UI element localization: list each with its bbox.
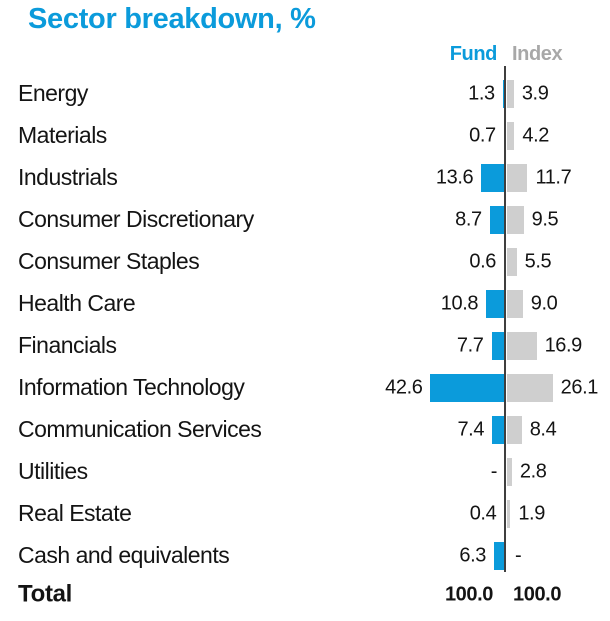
fund-value-label: 0.6 [469, 250, 496, 273]
category-label: Communication Services [18, 416, 262, 443]
index-value-label: - [515, 544, 522, 567]
fund-bar [491, 331, 505, 360]
index-bar [507, 416, 522, 445]
category-label: Consumer Discretionary [18, 205, 254, 232]
index-value-label: 1.9 [518, 502, 545, 525]
table-row: Cash and equivalents 6.3 - [0, 535, 610, 577]
fund-column-header: Fund [449, 43, 498, 65]
table-row: Financials 7.7 16.9 [0, 325, 610, 367]
table-row: Consumer Discretionary 8.7 9.5 [0, 199, 610, 241]
table-row: Communication Services 7.4 8.4 [0, 409, 610, 451]
fund-bar [481, 163, 505, 192]
category-label: Financials [18, 331, 117, 358]
table-row: Materials 0.7 4.2 [0, 115, 610, 157]
fund-value-label: 8.7 [455, 208, 482, 231]
index-bar [507, 79, 514, 108]
index-bar [507, 289, 523, 318]
fund-value-label: 7.7 [456, 334, 484, 357]
chart-title: Sector breakdown, % [28, 3, 316, 35]
category-label: Industrials [18, 163, 118, 190]
category-label: Utilities [18, 458, 88, 485]
index-value-label: 9.0 [530, 292, 558, 315]
category-label: Real Estate [18, 500, 132, 527]
table-row: Health Care 10.8 9.0 [0, 283, 610, 325]
index-value-label: 2.8 [519, 460, 547, 483]
fund-value-label: 0.7 [469, 124, 496, 147]
category-label: Materials [18, 121, 107, 148]
index-value-label: 4.2 [522, 124, 549, 147]
index-value-label: 5.5 [524, 250, 552, 273]
table-row: Real Estate 0.4 1.9 [0, 493, 610, 535]
category-label: Consumer Staples [18, 247, 200, 274]
index-bar [507, 500, 511, 529]
total-row: Total 100.0 100.0 [0, 577, 610, 613]
index-column-header: Index [512, 43, 563, 65]
category-label: Health Care [18, 289, 136, 316]
index-bar [507, 205, 524, 234]
index-value-label: 9.5 [531, 208, 559, 231]
fund-value-label: - [490, 460, 498, 483]
category-label: Information Technology [18, 374, 245, 401]
table-row: Information Technology 42.6 26.1 [0, 367, 610, 409]
index-bar [507, 121, 515, 150]
fund-bar [502, 79, 505, 108]
total-label: Total [18, 580, 73, 608]
fund-bar [486, 289, 505, 318]
table-row: Industrials 13.6 11.7 [0, 157, 610, 199]
table-row: Energy 1.3 3.9 [0, 73, 610, 115]
index-bar [507, 163, 528, 192]
index-value-label: 11.7 [535, 166, 572, 189]
category-label: Energy [18, 79, 88, 106]
axis-line [504, 66, 506, 572]
table-row: Consumer Staples 0.6 5.5 [0, 241, 610, 283]
fund-bar [493, 542, 505, 571]
category-label: Cash and equivalents [18, 542, 230, 569]
fund-bar [489, 205, 505, 234]
index-value-label: 26.1 [560, 376, 599, 399]
total-fund-value: 100.0 [444, 583, 493, 606]
fund-value-label: 13.6 [435, 166, 474, 189]
total-index-value: 100.0 [513, 583, 562, 606]
index-value-label: 3.9 [521, 82, 549, 104]
fund-value-label: 42.6 [385, 376, 423, 399]
index-bar [507, 458, 512, 487]
fund-value-label: 7.4 [457, 418, 485, 441]
index-value-label: 16.9 [544, 334, 583, 357]
fund-value-label: 10.8 [440, 292, 479, 315]
index-value-label: 8.4 [529, 418, 557, 441]
table-row: Utilities -2.8 [0, 451, 610, 493]
fund-value-label: 1.3 [468, 82, 495, 104]
index-bar [507, 247, 517, 276]
fund-value-label: 0.4 [469, 502, 497, 525]
fund-bar [430, 374, 505, 403]
index-bar [507, 374, 553, 403]
index-bar [507, 331, 537, 360]
fund-value-label: 6.3 [459, 544, 486, 567]
fund-bar [492, 416, 505, 445]
